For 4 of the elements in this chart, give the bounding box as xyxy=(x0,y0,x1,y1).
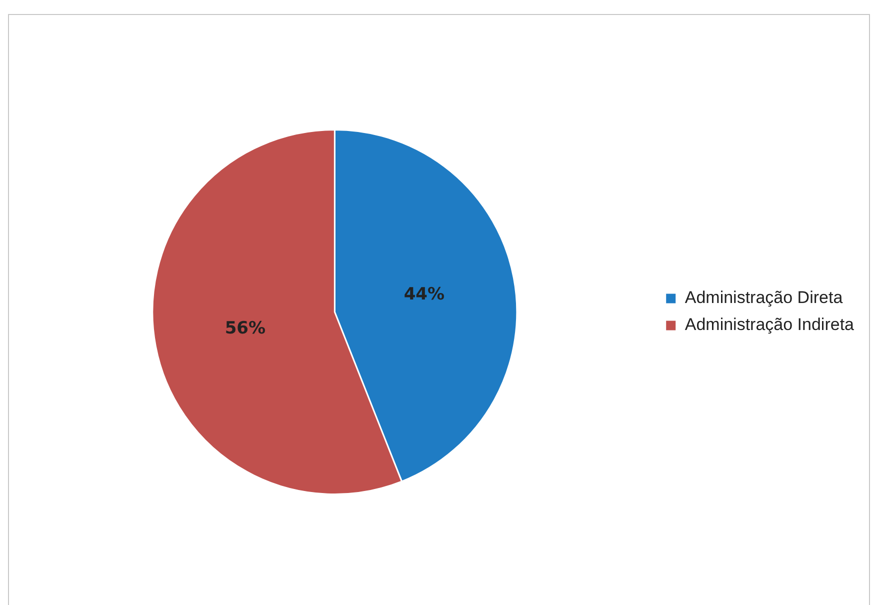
data-label: 44% xyxy=(404,284,445,304)
data-label: 56% xyxy=(224,318,266,338)
legend-label: Administração Direta xyxy=(684,288,844,308)
legend-label: Administração Indireta xyxy=(684,315,855,334)
